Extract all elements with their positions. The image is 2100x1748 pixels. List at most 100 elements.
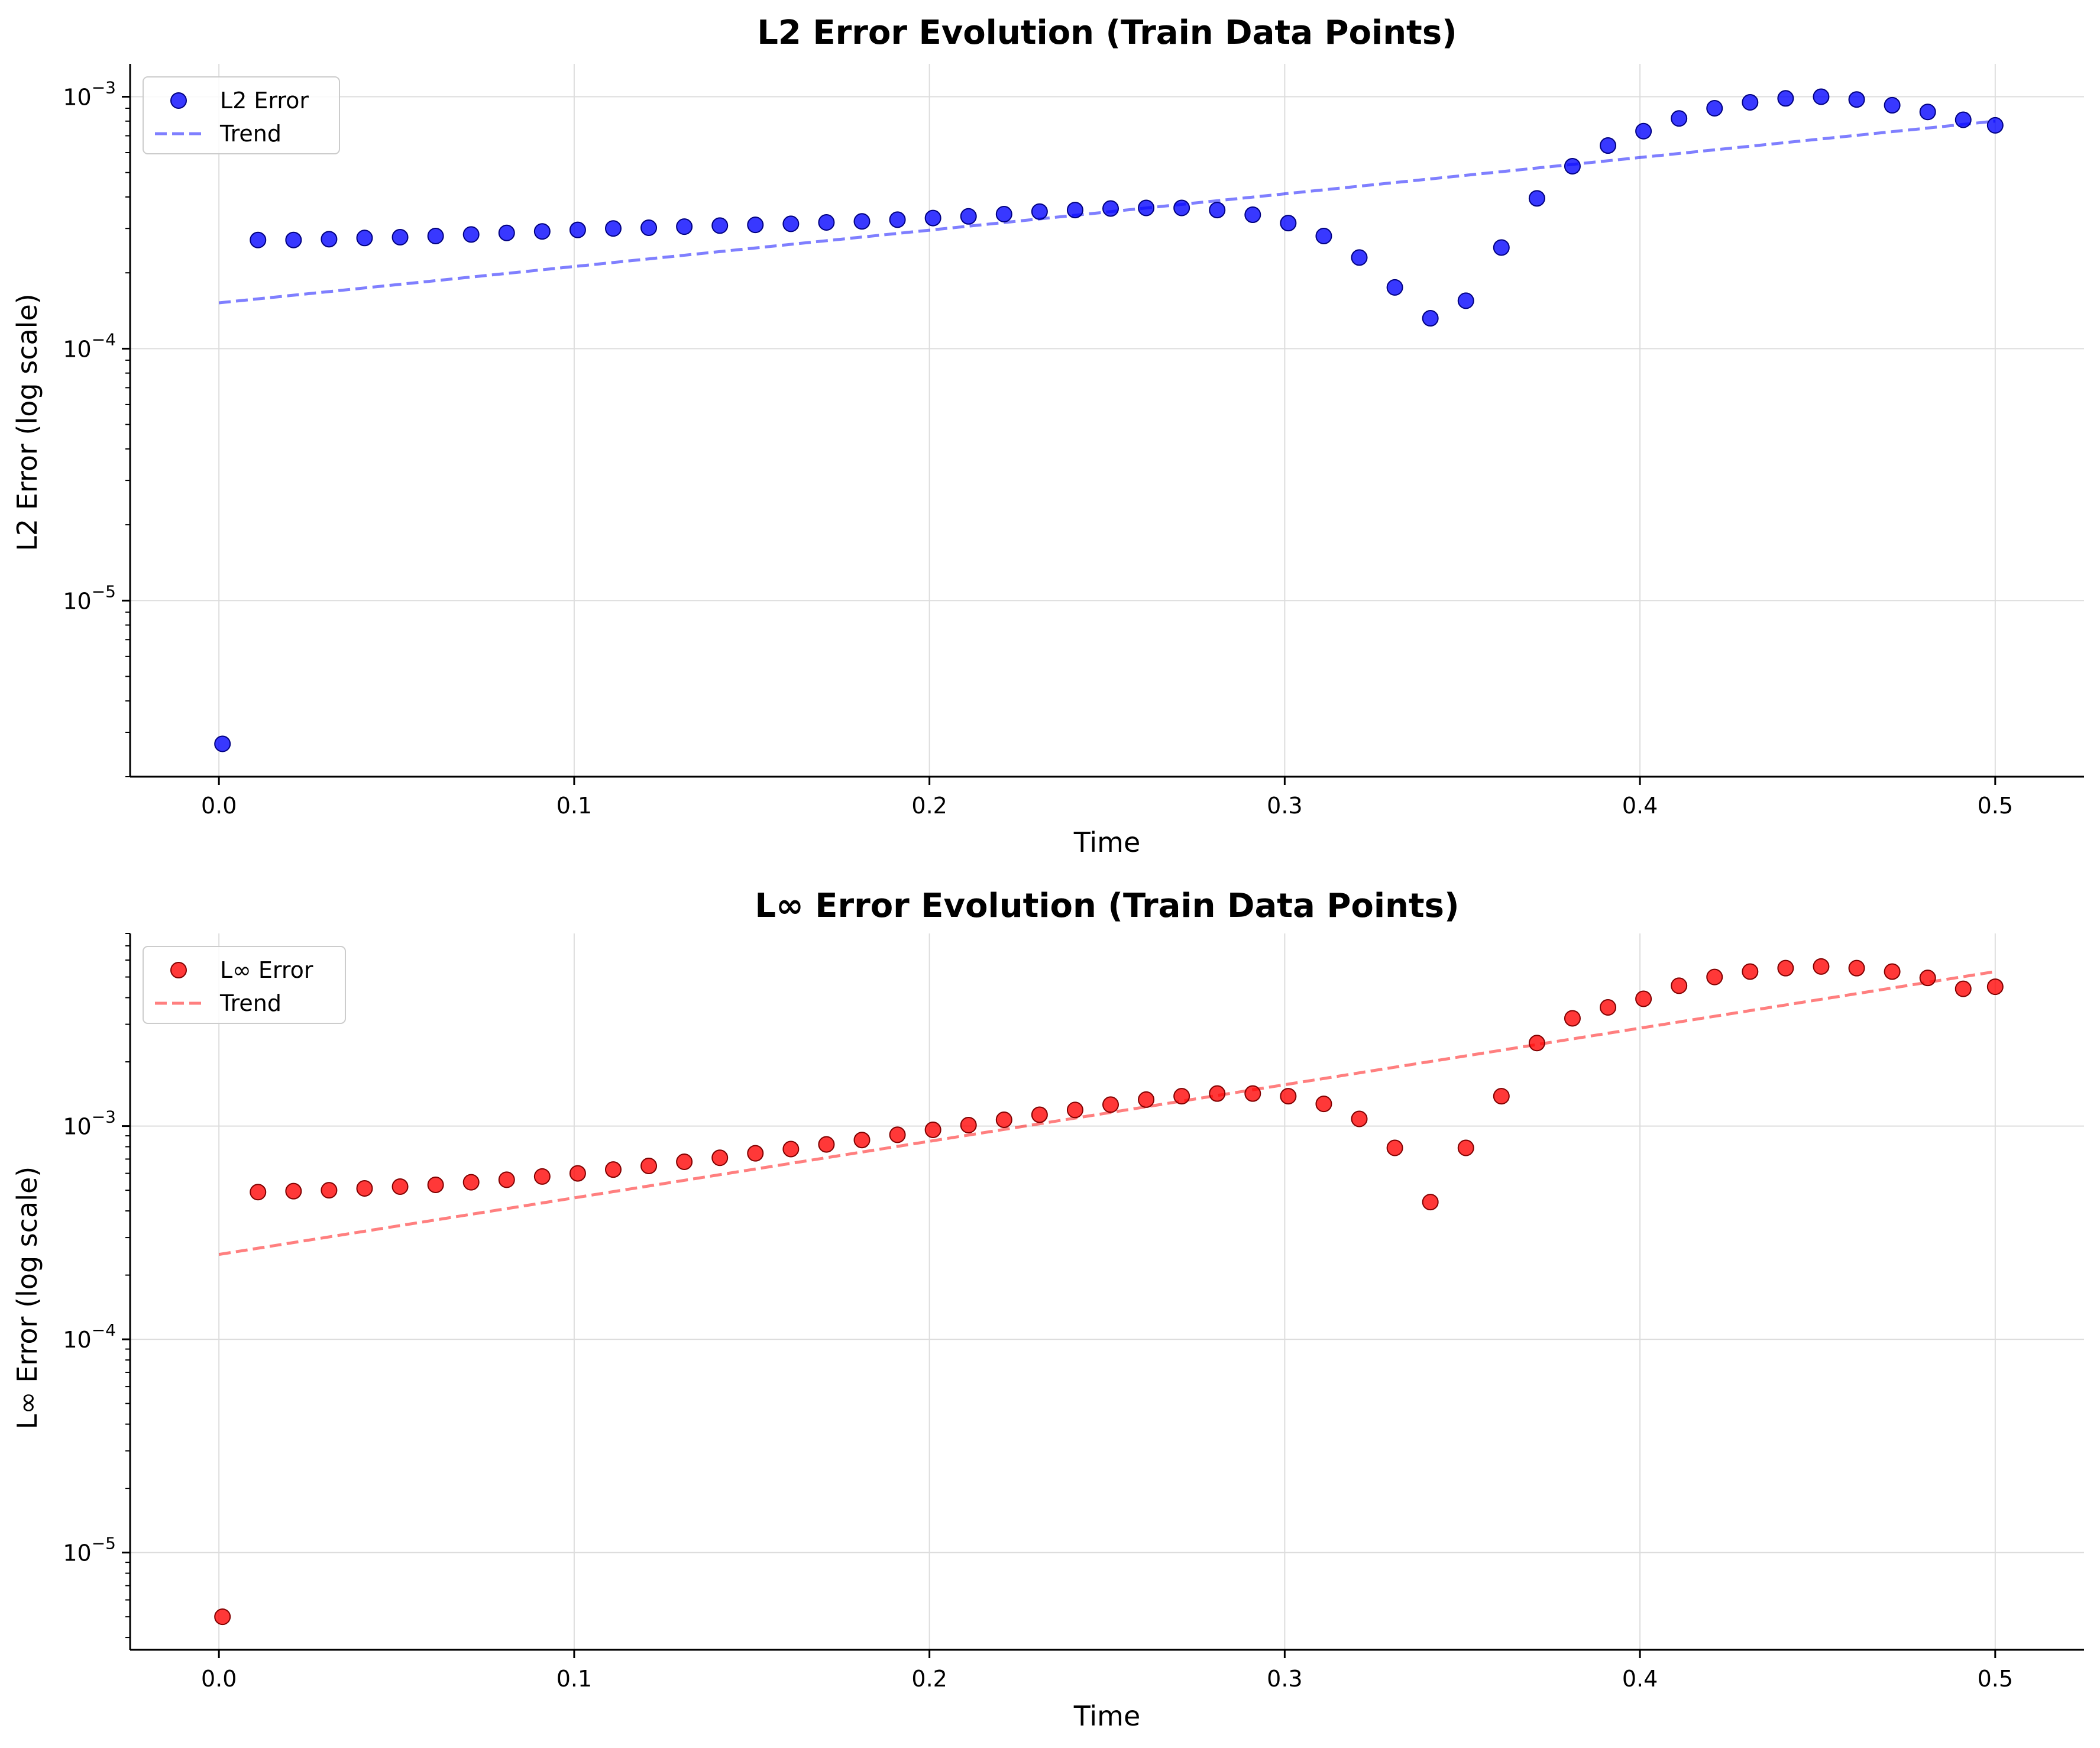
data-point xyxy=(1244,1085,1261,1102)
data-point xyxy=(285,1182,302,1200)
data-point xyxy=(782,1140,800,1158)
data-point xyxy=(250,1184,267,1201)
data-point xyxy=(1635,990,1652,1007)
data-point xyxy=(747,217,764,234)
data-point xyxy=(1777,90,1794,107)
data-point xyxy=(1457,292,1474,309)
plot-area: 0.0 0.1 0.2 0.3 0.4 0.5 10−5 10−4 10−3 L∞ Error Tr… xyxy=(63,933,2084,1692)
data-point xyxy=(604,220,622,237)
data-point xyxy=(1600,999,1617,1016)
data-point xyxy=(1777,959,1794,977)
data-point xyxy=(391,228,409,245)
data-point xyxy=(1848,91,1865,108)
data-point xyxy=(1209,1085,1226,1102)
x-tick-label: 0.0 xyxy=(201,793,237,819)
data-point xyxy=(1884,963,1901,980)
data-point xyxy=(1422,1194,1439,1211)
x-tick-label: 0.3 xyxy=(1267,793,1302,819)
data-point xyxy=(214,1608,231,1626)
data-point xyxy=(1742,93,1759,111)
chart-title: L∞ Error Evolution (Train Data Points) xyxy=(755,887,1459,925)
data-point xyxy=(818,1136,835,1153)
data-point xyxy=(321,231,338,248)
data-point xyxy=(1955,111,1972,128)
data-point xyxy=(1564,1010,1581,1027)
data-point xyxy=(1919,104,1936,121)
data-point xyxy=(427,1176,444,1193)
x-tick-label: 0.3 xyxy=(1267,1666,1302,1692)
data-point xyxy=(1066,1101,1083,1119)
data-point xyxy=(924,209,941,227)
data-point xyxy=(1102,1096,1119,1113)
data-point xyxy=(924,1121,941,1138)
linf-error-chart: L∞ Error Evolution (Train Data Points) 0… xyxy=(11,887,2084,1732)
data-point xyxy=(1884,96,1901,114)
legend-label: Trend xyxy=(219,121,281,147)
legend-marker xyxy=(170,962,187,978)
data-point xyxy=(1600,137,1617,154)
data-point xyxy=(1986,978,2004,996)
x-axis-label: Time xyxy=(1073,826,1141,858)
data-point xyxy=(1315,1096,1332,1113)
data-point xyxy=(1919,970,1936,987)
data-point xyxy=(1244,206,1261,224)
data-point xyxy=(640,219,658,236)
data-point xyxy=(1671,110,1688,127)
data-point xyxy=(1706,968,1723,986)
y-tick-label: 10−3 xyxy=(63,1107,116,1140)
data-point xyxy=(498,1171,515,1188)
data-point xyxy=(889,1126,906,1143)
legend-label: L∞ Error xyxy=(220,957,313,983)
l2-error-chart: L2 Error Evolution (Train Data Points) 0… xyxy=(11,14,2084,858)
data-point xyxy=(853,1132,871,1149)
data-point xyxy=(782,215,800,232)
data-point xyxy=(1173,1088,1190,1105)
y-axis-label: L2 Error (log scale) xyxy=(11,293,43,551)
x-axis-label: Time xyxy=(1073,1700,1141,1732)
y-axis-label: L∞ Error (log scale) xyxy=(11,1167,43,1429)
data-point xyxy=(1422,310,1439,327)
x-tick-label: 0.0 xyxy=(201,1666,237,1692)
legend-marker xyxy=(170,92,187,109)
x-tick-label: 0.2 xyxy=(911,1666,947,1692)
data-point xyxy=(1138,1091,1155,1108)
data-point xyxy=(1742,963,1759,980)
data-point xyxy=(1138,199,1155,217)
data-point xyxy=(640,1158,658,1175)
y-tick-label: 10−5 xyxy=(63,581,116,614)
data-point xyxy=(1813,958,1830,975)
data-point xyxy=(1813,88,1830,105)
data-point xyxy=(676,218,693,235)
data-point xyxy=(1351,249,1368,266)
data-point xyxy=(711,217,729,234)
data-point xyxy=(995,1111,1012,1128)
data-point xyxy=(533,223,551,240)
data-point xyxy=(1955,980,1972,997)
data-point xyxy=(1457,1139,1474,1156)
data-point xyxy=(1386,279,1403,296)
x-tick-label: 0.5 xyxy=(1978,793,2013,819)
data-point xyxy=(1493,239,1510,256)
data-point xyxy=(1209,202,1226,219)
data-point xyxy=(960,208,977,225)
data-point xyxy=(1031,203,1048,220)
data-point xyxy=(1493,1088,1510,1105)
x-tick-label: 0.1 xyxy=(556,793,592,819)
data-point xyxy=(1564,157,1581,175)
data-point xyxy=(462,1174,480,1191)
data-point xyxy=(427,227,444,244)
data-point xyxy=(747,1145,764,1162)
legend-label: L2 Error xyxy=(220,88,309,114)
data-point xyxy=(1102,200,1119,217)
data-point xyxy=(1173,199,1190,217)
y-tick-label: 10−4 xyxy=(63,329,116,362)
data-point xyxy=(1066,202,1083,219)
data-point xyxy=(569,1165,586,1182)
data-point xyxy=(1671,977,1688,994)
data-point xyxy=(1280,1088,1297,1105)
x-tick-label: 0.4 xyxy=(1622,793,1658,819)
x-tick-label: 0.5 xyxy=(1978,1666,2013,1692)
data-point xyxy=(1280,215,1297,232)
data-point xyxy=(391,1178,409,1195)
